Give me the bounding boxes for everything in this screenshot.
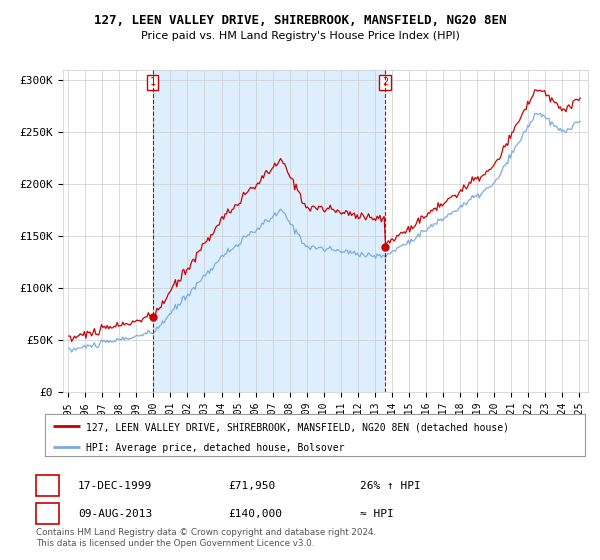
Bar (152, 70, 385, 392)
Text: Price paid vs. HM Land Registry's House Price Index (HPI): Price paid vs. HM Land Registry's House … (140, 31, 460, 41)
Text: £71,950: £71,950 (228, 480, 275, 491)
Text: 09-AUG-2013: 09-AUG-2013 (78, 508, 152, 519)
Text: 2: 2 (44, 508, 51, 519)
Text: 26% ↑ HPI: 26% ↑ HPI (360, 480, 421, 491)
Text: Contains HM Land Registry data © Crown copyright and database right 2024.
This d: Contains HM Land Registry data © Crown c… (36, 528, 376, 548)
Text: HPI: Average price, detached house, Bolsover: HPI: Average price, detached house, Bols… (86, 443, 344, 453)
Text: 1: 1 (149, 77, 156, 87)
Text: 127, LEEN VALLEY DRIVE, SHIREBROOK, MANSFIELD, NG20 8EN: 127, LEEN VALLEY DRIVE, SHIREBROOK, MANS… (94, 14, 506, 27)
Text: 127, LEEN VALLEY DRIVE, SHIREBROOK, MANSFIELD, NG20 8EN (detached house): 127, LEEN VALLEY DRIVE, SHIREBROOK, MANS… (86, 422, 509, 432)
Text: 1: 1 (44, 480, 51, 491)
Text: ≈ HPI: ≈ HPI (360, 508, 394, 519)
FancyBboxPatch shape (36, 475, 59, 496)
Text: £140,000: £140,000 (228, 508, 282, 519)
Text: 2: 2 (382, 77, 388, 87)
FancyBboxPatch shape (36, 503, 59, 524)
Text: 17-DEC-1999: 17-DEC-1999 (78, 480, 152, 491)
